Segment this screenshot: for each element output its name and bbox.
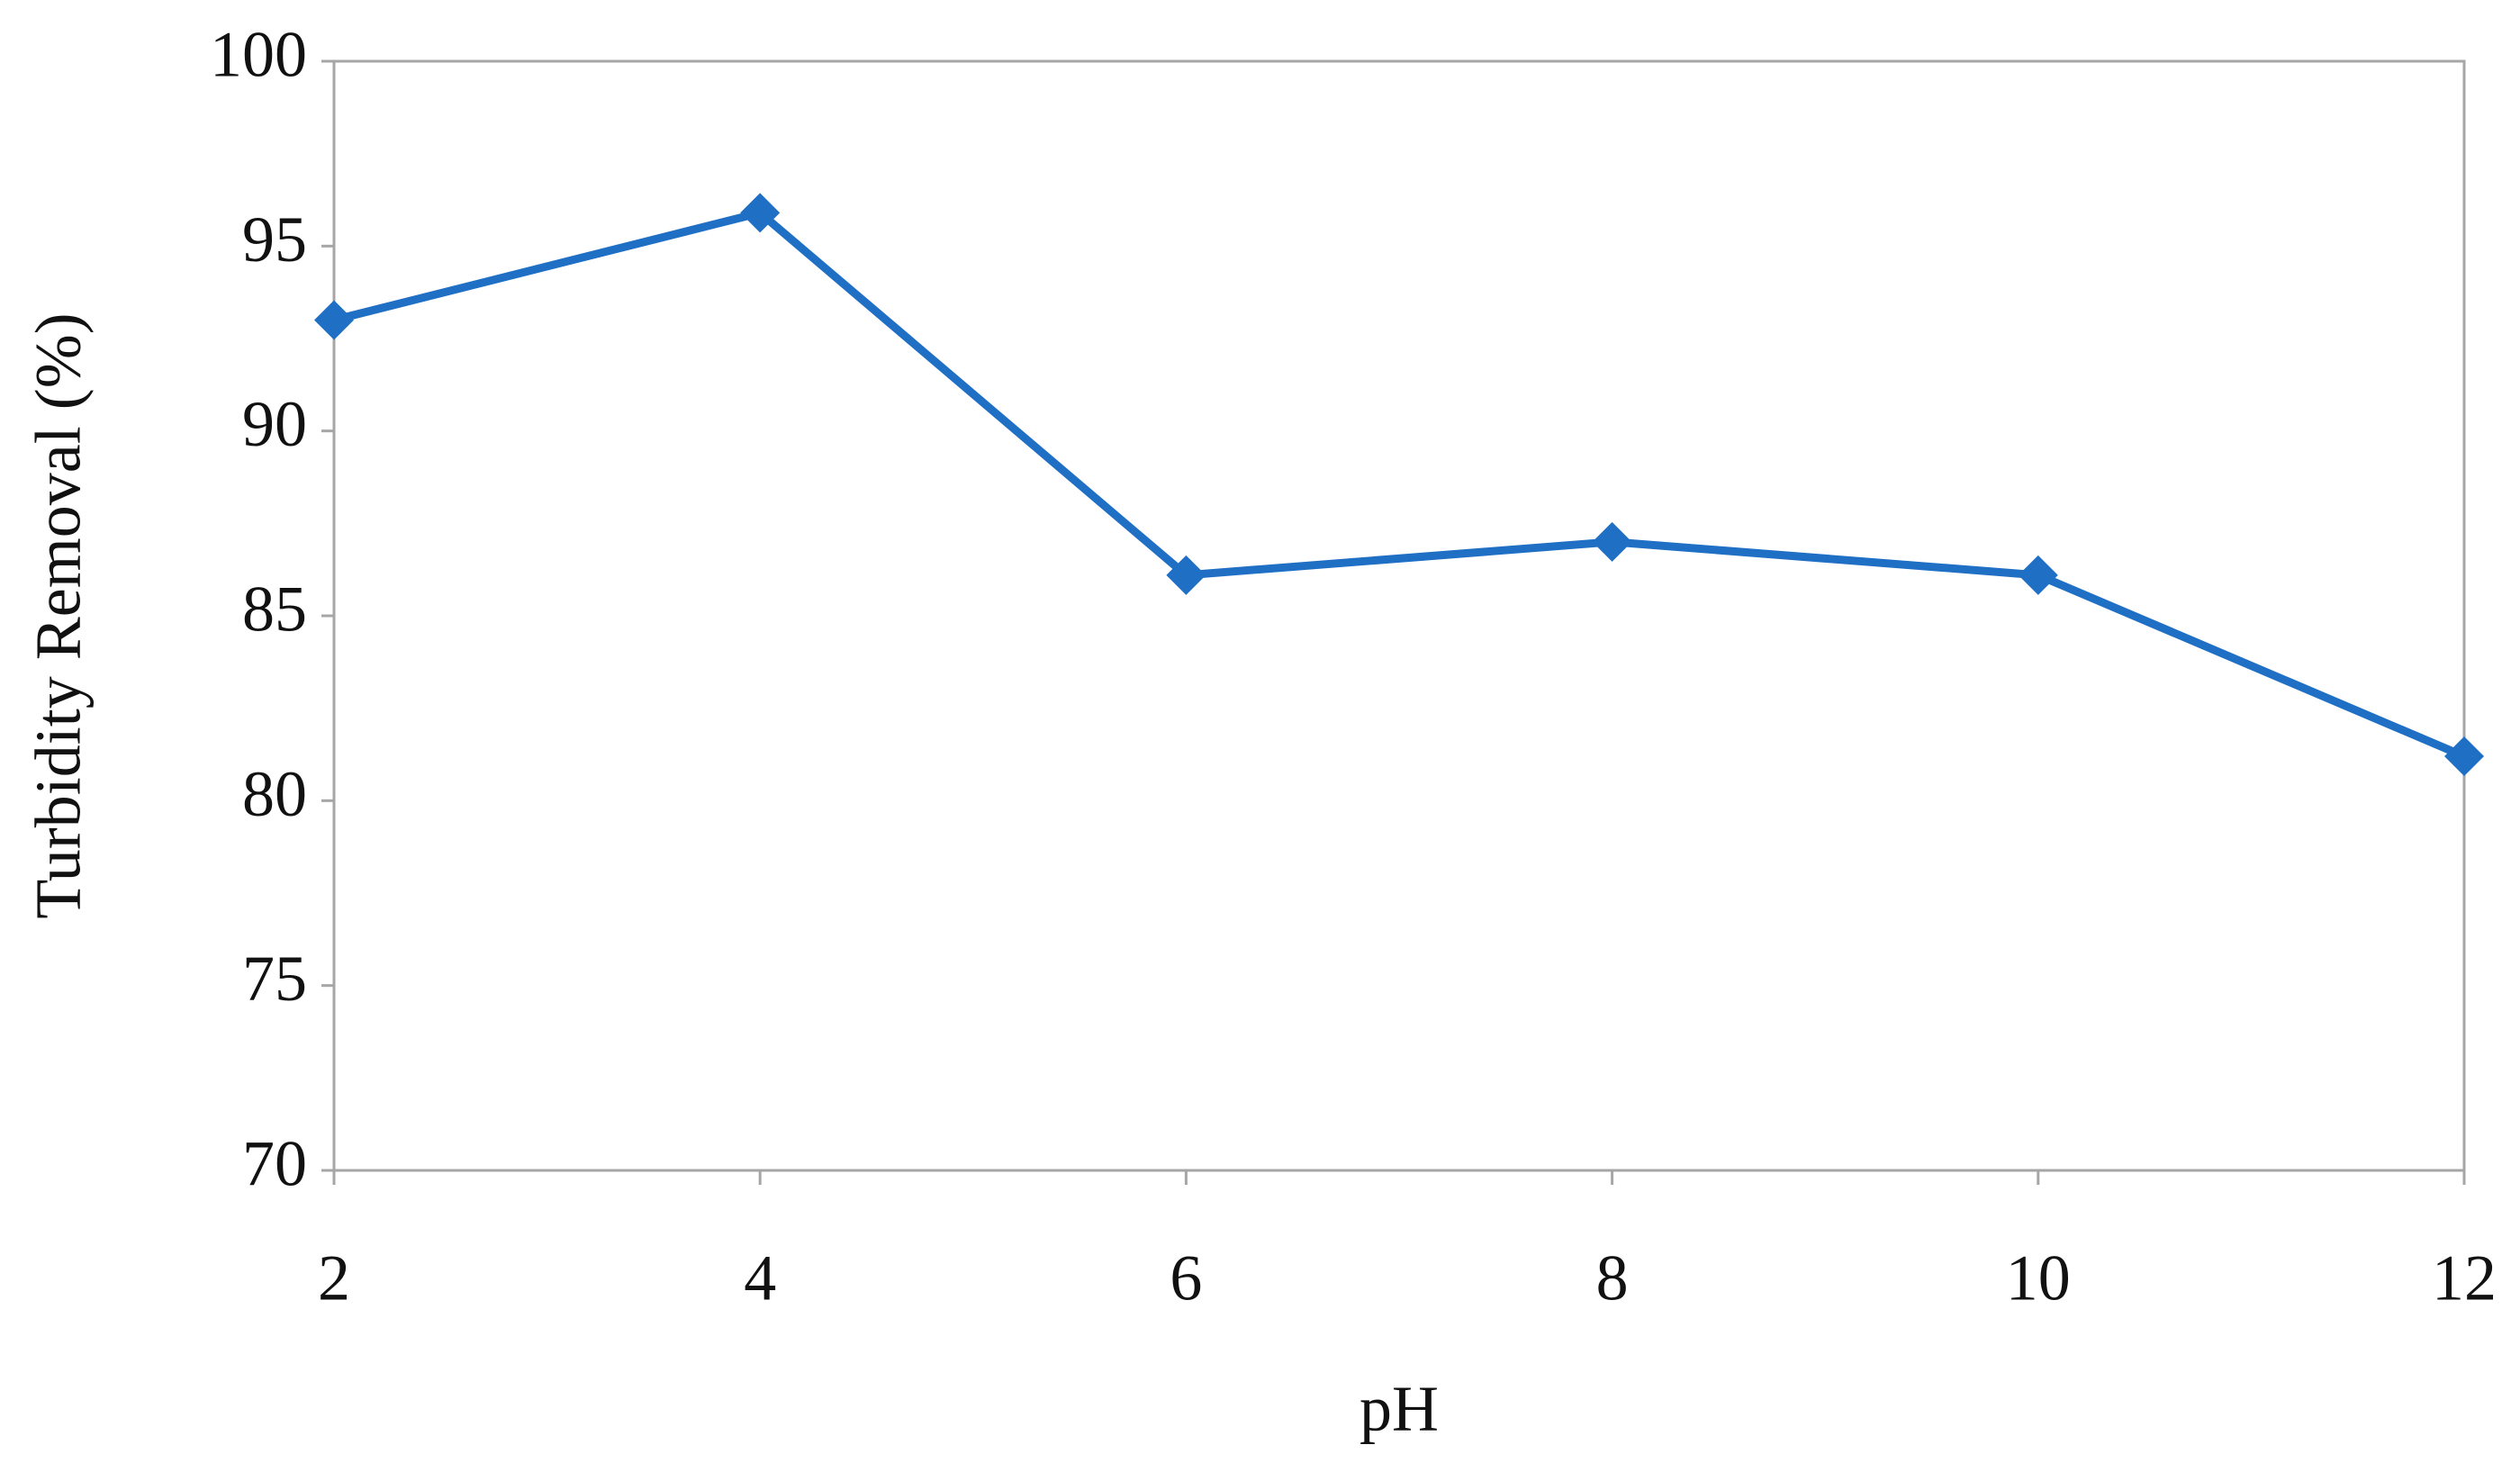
y-tick-label: 95 [242,203,307,275]
y-tick-label: 90 [242,388,307,460]
y-tick-label: 85 [242,573,307,646]
x-tick-label: 2 [318,1242,350,1314]
data-point [1592,521,1632,562]
plot-frame [332,59,2466,1172]
y-tick-label: 70 [242,1128,307,1200]
x-axis-title: pH [1359,1373,1439,1445]
y-axis-title: Turbidity Removal (%) [23,312,95,918]
data-point [314,300,354,340]
data-point [1166,555,1206,595]
y-tick-label: 80 [242,758,307,830]
data-point [2018,555,2058,595]
data-point [740,193,781,233]
x-tick-label: 10 [2006,1242,2071,1314]
x-tick-label: 6 [1170,1242,1202,1314]
data-line [332,208,2466,761]
x-tick-label: 12 [2432,1242,2497,1314]
y-tick-label: 100 [210,19,307,91]
x-tick-label: 8 [1596,1242,1629,1314]
y-tick-label: 75 [242,943,307,1015]
data-point [2444,736,2484,777]
x-tick-label: 4 [744,1242,776,1314]
